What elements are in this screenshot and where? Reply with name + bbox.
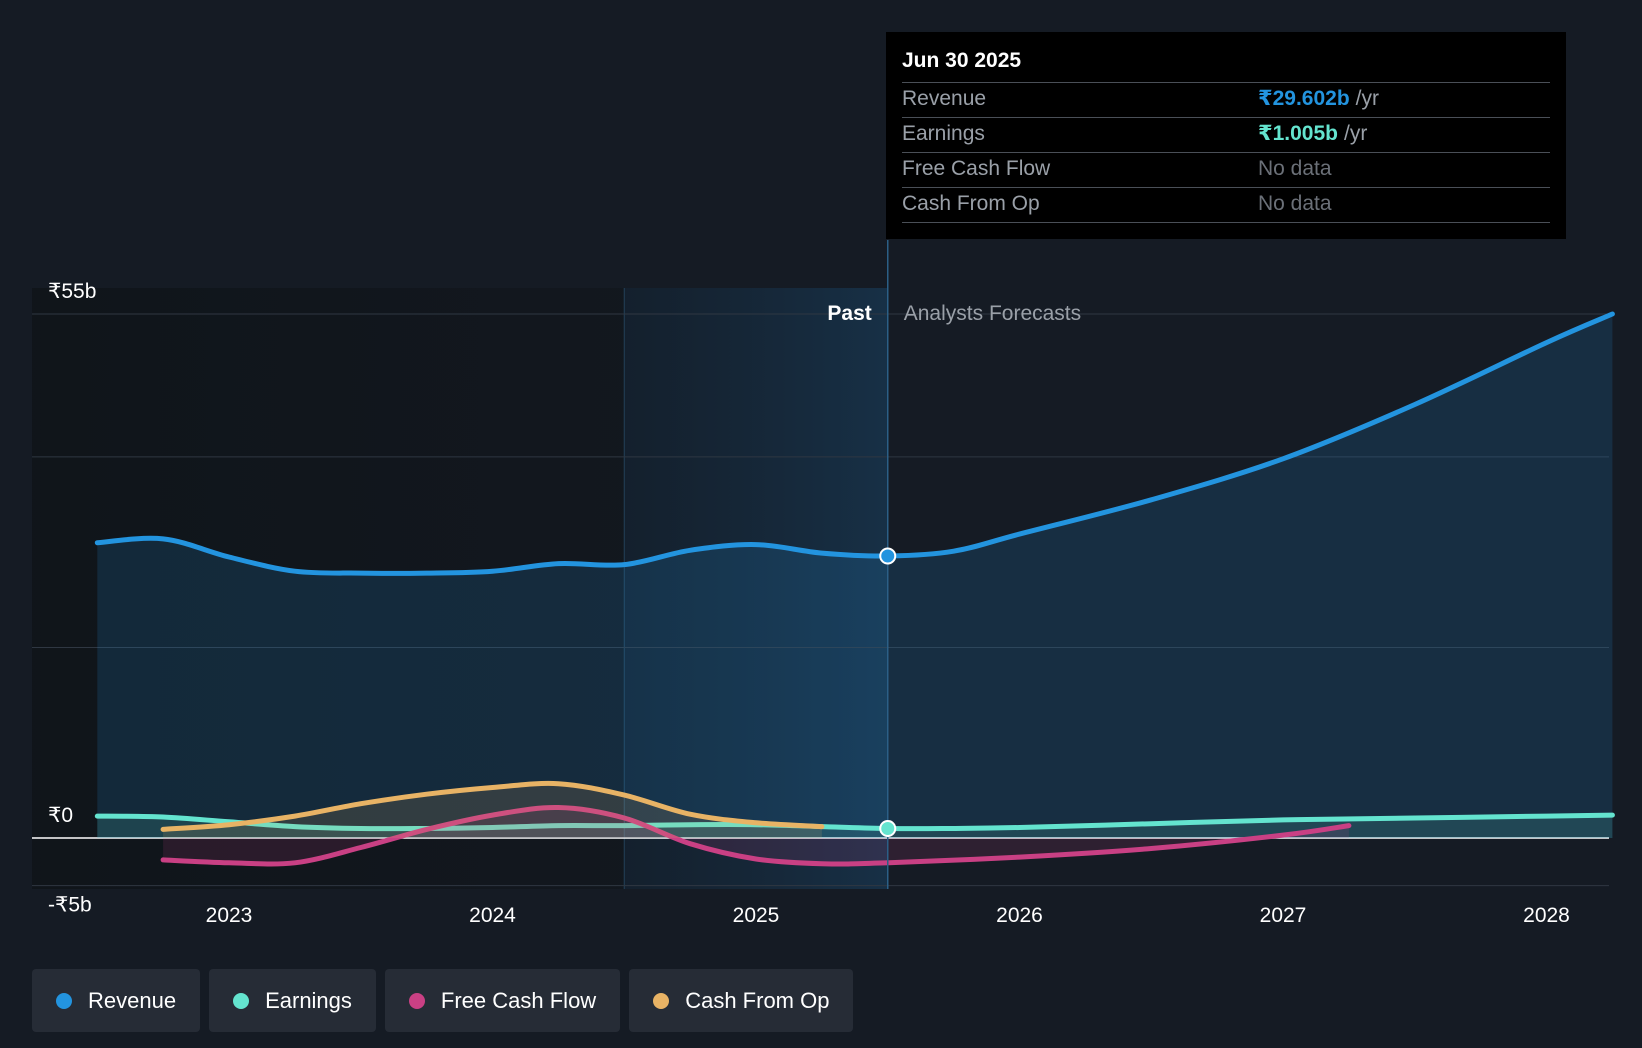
tooltip-row-free-cash-flow: Free Cash Flow No data (902, 152, 1550, 187)
series-line-free-cash-flow (160, 804, 1352, 867)
revenue-dot-icon (56, 992, 72, 1009)
legend-label: Revenue (88, 987, 177, 1013)
tooltip-label: Revenue (902, 87, 987, 110)
past-highlight-band (624, 288, 888, 889)
legend-item-cash-from-op[interactable]: Cash From Op (629, 969, 854, 1032)
forecast-label: Analysts Forecasts (904, 302, 1081, 325)
cash-from-op-dot-icon (653, 992, 670, 1009)
tooltip-panel: Jun 30 2025 Revenue ₹29.602b /yr Earning… (886, 32, 1566, 239)
x-tick-label: 2027 (1260, 904, 1307, 927)
series-area-earnings (97, 815, 1613, 838)
tooltip-date: Jun 30 2025 (902, 49, 1022, 72)
series-area-free-cash-flow (163, 807, 1349, 865)
tooltip-label: Cash From Op (902, 192, 1040, 215)
revenue-marker (879, 547, 897, 565)
series-area-cash-from-op (163, 783, 822, 838)
tooltip-row-revenue: Revenue ₹29.602b /yr (902, 82, 1550, 117)
past-label: Past (827, 302, 871, 325)
x-tick-label: 2026 (996, 904, 1043, 927)
past-region-shade (32, 288, 625, 889)
tooltip-value: ₹1.005b (1258, 122, 1338, 145)
legend-label: Free Cash Flow (440, 987, 597, 1013)
x-tick-label: 2028 (1523, 904, 1570, 927)
tooltip-unit: /yr (1344, 122, 1368, 145)
tooltip-unit: /yr (1355, 87, 1379, 110)
legend-label: Cash From Op (685, 987, 830, 1013)
legend-item-free-cash-flow[interactable]: Free Cash Flow (384, 969, 621, 1032)
free-cash-flow-dot-icon (408, 992, 425, 1009)
legend-item-earnings[interactable]: Earnings (209, 969, 376, 1032)
y-tick-label: ₹0 (48, 804, 73, 827)
tooltip-label: Free Cash Flow (902, 157, 1051, 180)
series-line-cash-from-op (160, 780, 825, 832)
tooltip-value: ₹29.602b (1258, 87, 1350, 110)
y-tick-label: ₹55b (48, 280, 96, 303)
legend: Revenue Earnings Free Cash Flow Cash Fro… (32, 969, 854, 1032)
y-tick-label: -₹5b (48, 894, 92, 917)
x-tick-label: 2025 (733, 904, 780, 927)
tooltip-row-earnings: Earnings ₹1.005b /yr (902, 117, 1550, 152)
tooltip-value: No data (1258, 157, 1332, 180)
x-tick-label: 2024 (469, 904, 516, 927)
series-line-revenue (94, 311, 1615, 576)
earnings-dot-icon (233, 992, 250, 1009)
tooltip-value: No data (1258, 192, 1332, 215)
tooltip-label: Earnings (902, 122, 985, 145)
series-area-revenue (97, 314, 1613, 838)
earnings-marker (879, 819, 897, 837)
legend-label: Earnings (265, 987, 352, 1013)
legend-item-revenue[interactable]: Revenue (32, 969, 201, 1032)
tooltip-row-cash-from-op: Cash From Op No data (902, 187, 1550, 223)
x-tick-label: 2023 (206, 904, 253, 927)
